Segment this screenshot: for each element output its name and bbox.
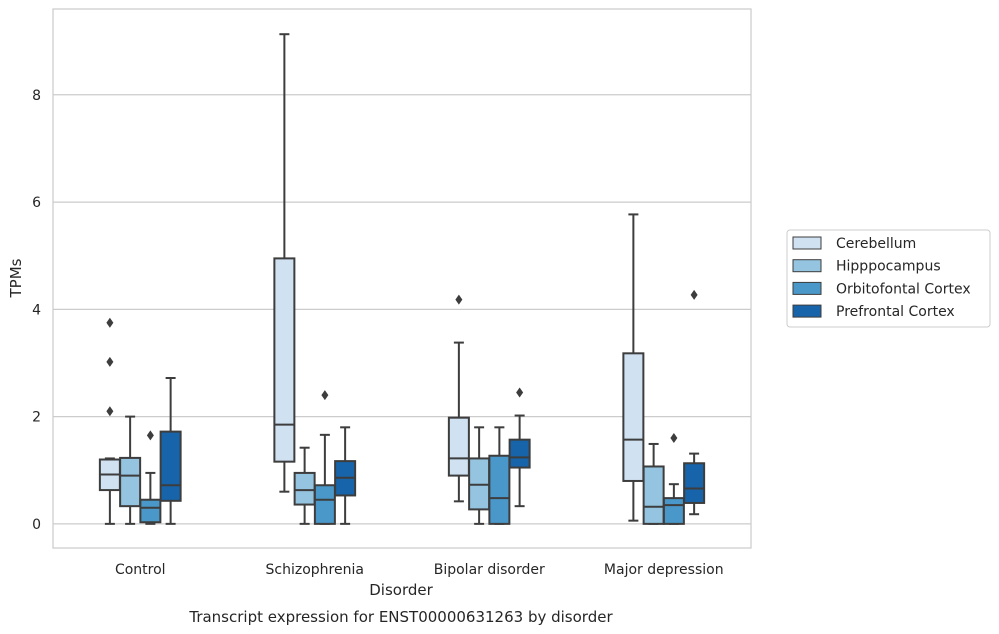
box-prefrontal-cortex — [683, 289, 706, 516]
outlier-point — [106, 406, 114, 417]
legend-label: Hipppocampus — [836, 259, 941, 275]
box-prefrontal-cortex — [508, 387, 531, 508]
box-prefrontal-cortex — [159, 376, 182, 525]
box-hipppocampus — [293, 446, 316, 525]
legend-frame — [786, 229, 991, 328]
outlier-point — [321, 390, 329, 401]
box-orbitofontal-cortex — [488, 426, 511, 525]
iqr-box — [119, 456, 142, 508]
box-cerebellum — [98, 317, 121, 525]
iqr-box — [273, 257, 296, 463]
box-cerebellum — [622, 213, 645, 522]
outlier-point — [690, 289, 698, 300]
box-orbitofontal-cortex — [139, 430, 162, 525]
x-axis-ticks: Control Schizophrenia Bipolar disorder Majo… — [115, 562, 724, 578]
iqr-box — [622, 352, 645, 482]
legend-label: Orbitofontal Cortex — [836, 281, 971, 297]
box-orbitofontal-cortex — [662, 433, 685, 525]
box-hipppocampus — [468, 426, 491, 525]
legend-swatch — [792, 236, 822, 250]
y-tick-label: 6 — [32, 195, 41, 211]
box-prefrontal-cortex — [334, 426, 357, 525]
legend: Cerebellum Hipppocampus Orbitofontal Corte… — [786, 229, 991, 328]
outlier-point — [106, 356, 114, 367]
iqr-box — [642, 465, 665, 525]
y-tick-label: 2 — [32, 410, 41, 426]
outlier-point — [146, 430, 154, 441]
plot-frame — [52, 8, 752, 549]
box-hipppocampus — [642, 442, 665, 525]
x-tick-label: Bipolar disorder — [434, 562, 545, 578]
box-orbitofontal-cortex — [313, 390, 336, 525]
iqr-box — [508, 438, 531, 469]
iqr-box — [683, 462, 706, 504]
iqr-box — [447, 416, 470, 477]
iqr-box — [488, 454, 511, 525]
legend-swatch — [792, 304, 822, 318]
iqr-box — [139, 498, 162, 524]
y-tick-label: 8 — [32, 88, 41, 104]
x-tick-label: Major depression — [604, 562, 724, 578]
iqr-box — [662, 497, 685, 525]
outlier-point — [516, 387, 524, 398]
y-axis-label: TPMs — [7, 258, 25, 298]
iqr-box — [313, 484, 336, 525]
grid-lines — [53, 94, 751, 525]
iqr-box — [159, 430, 182, 502]
legend-swatch — [792, 259, 822, 273]
box-hipppocampus — [119, 415, 142, 525]
x-tick-label: Control — [115, 562, 166, 578]
outlier-point — [455, 294, 463, 305]
chart-title: Transcript expression for ENST0000063126… — [188, 608, 613, 626]
box-plot-series — [98, 33, 706, 525]
outlier-point — [106, 317, 114, 328]
box-cerebellum — [447, 294, 470, 503]
legend-label: Prefrontal Cortex — [836, 304, 955, 320]
y-tick-label: 4 — [32, 302, 41, 318]
outlier-point — [670, 433, 678, 444]
y-tick-label: 0 — [32, 517, 41, 533]
y-axis-ticks: 0 2 4 6 8 — [32, 88, 41, 533]
x-tick-label: Schizophrenia — [266, 562, 364, 578]
legend-label: Cerebellum — [836, 236, 916, 252]
x-axis-label: Disorder — [369, 581, 433, 599]
legend-swatch — [792, 281, 822, 295]
box-cerebellum — [273, 33, 296, 493]
iqr-box — [293, 471, 316, 506]
